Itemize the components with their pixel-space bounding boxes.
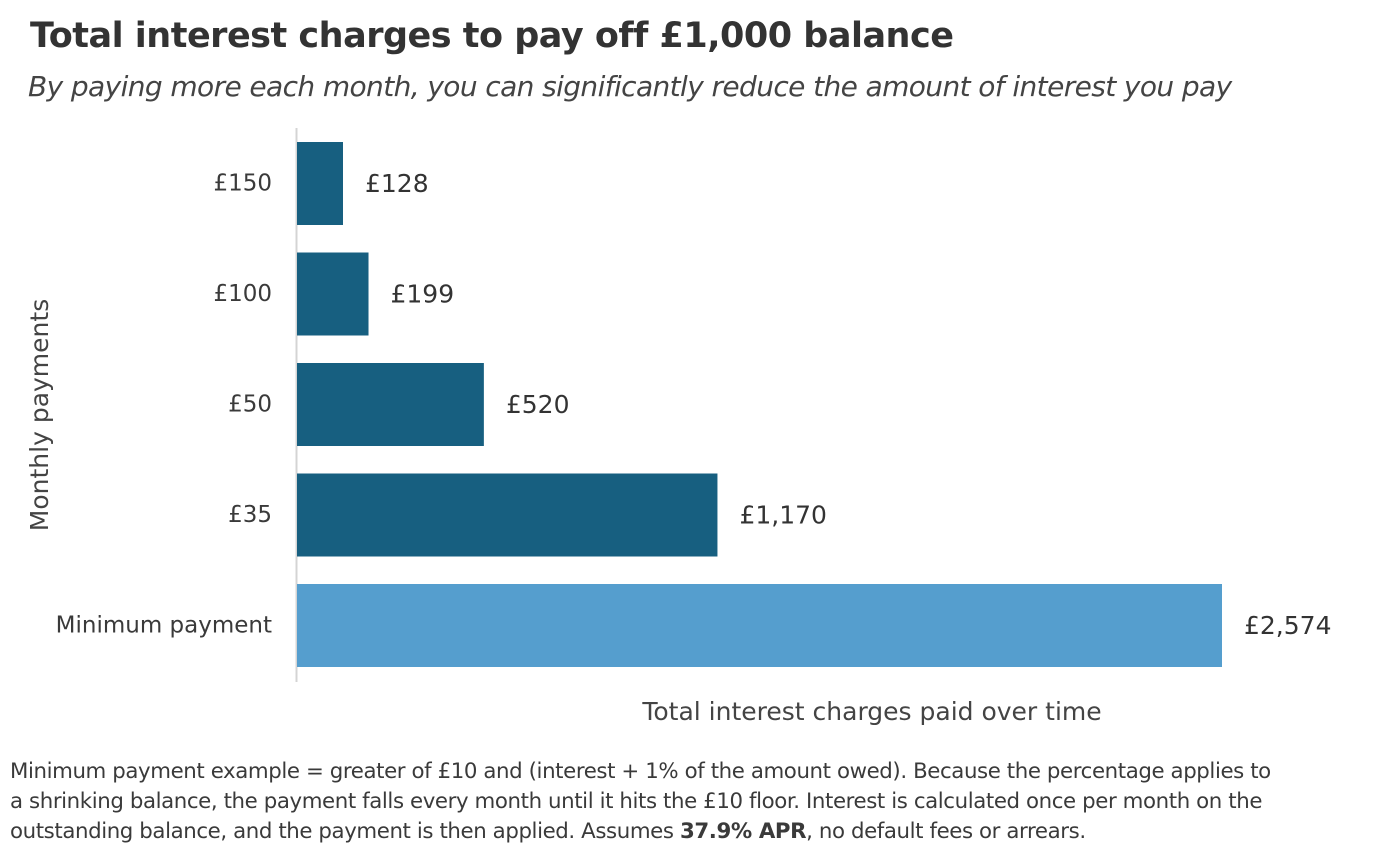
value-label: £2,574: [1244, 611, 1331, 640]
category-label: £100: [213, 281, 272, 307]
bar: [297, 252, 369, 336]
x-axis-title: Total interest charges paid over time: [641, 697, 1101, 726]
bar: [297, 473, 718, 557]
value-label: £520: [506, 390, 570, 419]
footnote-line-3-end: , no default fees or arrears.: [806, 819, 1086, 844]
chart-subtitle: By paying more each month, you can signi…: [28, 70, 1232, 103]
bar-chart: £150 £128 £100 £199 £50 £520 £35 £1,170 Minimum …: [25, 128, 1331, 726]
apr-value: 37.9% APR: [679, 819, 807, 844]
category-label: Minimum payment: [56, 613, 272, 639]
value-label: £1,170: [739, 501, 826, 530]
bar: [297, 142, 343, 225]
footnote-line-2: a shrinking balance, the payment falls e…: [10, 789, 1263, 814]
y-axis-title: Monthly payments: [25, 299, 54, 531]
bar: [297, 363, 484, 446]
footnote-line-3-text: outstanding balance, and the payment is …: [10, 819, 680, 844]
category-label: £35: [228, 502, 272, 528]
footnote-line-1: Minimum payment example = greater of £10…: [10, 759, 1271, 784]
category-label: £150: [213, 171, 272, 197]
value-label: £199: [391, 280, 455, 309]
footnote: Minimum payment example = greater of £10…: [10, 757, 1398, 847]
bar: [297, 584, 1222, 667]
value-label: £128: [365, 169, 429, 198]
footnote-line-3: outstanding balance, and the payment is …: [10, 817, 1398, 847]
category-label: £50: [228, 392, 272, 418]
bars-group: £150 £128 £100 £199 £50 £520 £35 £1,170 Minimum …: [56, 142, 1331, 667]
chart-title: Total interest charges to pay off £1,000…: [30, 16, 954, 56]
